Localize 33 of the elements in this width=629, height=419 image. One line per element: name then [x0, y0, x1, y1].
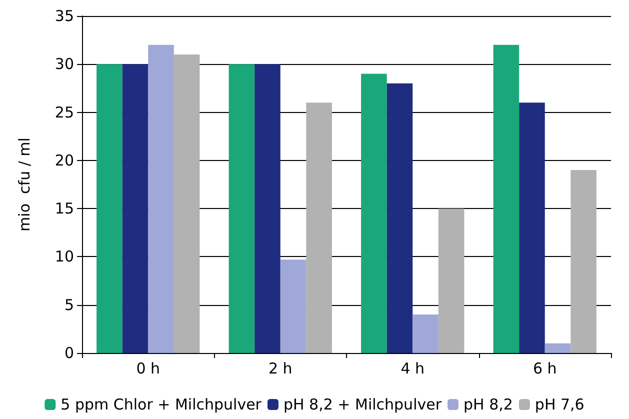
y-tick-label: 30 — [54, 55, 74, 74]
bar — [122, 64, 148, 353]
legend-label: pH 7,6 — [534, 396, 584, 414]
bar — [306, 102, 332, 353]
bar — [361, 74, 387, 353]
bar — [386, 83, 413, 353]
y-tick-label: 0 — [64, 344, 74, 362]
x-tick-label: 6 h — [532, 360, 557, 378]
legend-label: pH 8,2 — [464, 396, 513, 414]
y-axis-title: mio cfu / ml — [16, 138, 34, 232]
bar — [96, 64, 122, 353]
legend-label: pH 8,2 + Milchpulver — [283, 396, 442, 414]
bar — [254, 64, 280, 353]
y-tick-label: 20 — [54, 151, 74, 170]
bar — [174, 54, 200, 353]
bar — [493, 44, 520, 353]
y-tick-label: 15 — [54, 200, 74, 218]
y-tick-label: 5 — [64, 296, 74, 314]
x-tick-label: 2 h — [268, 360, 292, 378]
bar — [438, 208, 464, 353]
bar — [148, 44, 174, 353]
bar — [570, 170, 596, 353]
bar — [280, 260, 306, 353]
x-tick-label: 0 h — [136, 360, 160, 378]
x-tick-label: 4 h — [400, 360, 425, 378]
legend-label: 5 ppm Chlor + Milchpulver — [60, 396, 262, 414]
y-tick-label: 35 — [54, 7, 74, 25]
bar — [519, 102, 545, 353]
bar — [544, 343, 571, 353]
bar — [412, 314, 438, 353]
bar — [228, 64, 255, 353]
y-tick-label: 10 — [54, 248, 74, 266]
y-tick-label: 25 — [54, 103, 74, 122]
